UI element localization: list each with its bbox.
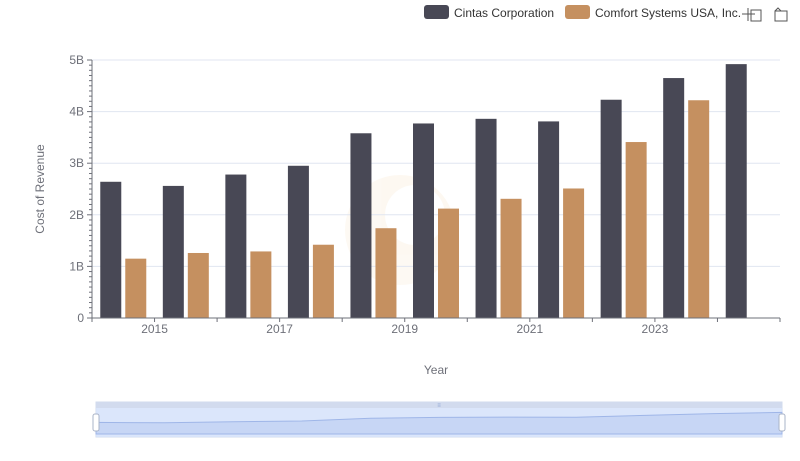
data-zoom-grip: ≡ [437, 403, 441, 409]
bar-comfort-2015[interactable] [187, 252, 209, 318]
x-tick-label: 2021 [516, 322, 543, 336]
legend: Cintas Corporation Comfort Systems USA, … [424, 5, 741, 20]
legend-item-cintas[interactable]: Cintas Corporation [424, 5, 554, 20]
data-zoom-top-bar [96, 402, 782, 408]
y-axis-title: Cost of Revenue [33, 144, 47, 234]
x-axis-title: Year [424, 363, 448, 377]
legend-swatch [565, 5, 590, 19]
y-tick-label: 2B [69, 208, 84, 222]
x-tick-label: 2015 [141, 322, 168, 336]
bar-cintas-2022[interactable] [600, 99, 622, 319]
bar-comfort-2022[interactable] [625, 142, 647, 318]
legend-label: Comfort Systems USA, Inc. [595, 6, 741, 20]
data-zoom-slider[interactable]: ≡ [92, 401, 786, 438]
bar-cintas-2018[interactable] [350, 133, 372, 318]
bar-cintas-2014[interactable] [100, 181, 122, 318]
x-tick-label: 2017 [266, 322, 293, 336]
y-tick-label: 1B [69, 259, 84, 273]
bar-cintas-2021[interactable] [538, 121, 560, 319]
restore-icon[interactable] [774, 7, 788, 22]
bars [100, 64, 747, 319]
y-tick-label: 0 [77, 311, 84, 325]
bar-cintas-2023[interactable] [663, 78, 685, 318]
zoom-icon[interactable] [742, 8, 762, 22]
bar-cintas-2020[interactable] [475, 118, 497, 318]
bar-comfort-2016[interactable] [250, 251, 272, 318]
bar-comfort-2014[interactable] [125, 258, 147, 318]
y-tick-labels: 0 1B 2B 3B 4B 5B [69, 53, 92, 325]
x-tick-label: 2023 [642, 322, 669, 336]
bar-cintas-2019[interactable] [413, 123, 434, 318]
x-tick-label: 2019 [391, 322, 418, 336]
bar-comfort-2019[interactable] [438, 208, 459, 318]
y-tick-label: 4B [69, 105, 84, 119]
bar-cintas-2017[interactable] [287, 165, 309, 318]
x-tick-labels: 2015 2017 2019 2021 2023 [91, 318, 781, 336]
bar-cintas-2015[interactable] [162, 185, 184, 318]
bar-comfort-2023[interactable] [688, 100, 710, 318]
bar-comfort-2018[interactable] [375, 228, 397, 318]
legend-swatch [424, 5, 449, 19]
y-tick-label: 5B [69, 53, 84, 67]
data-zoom-handle-right[interactable] [778, 413, 786, 432]
bar-cintas-2024[interactable] [725, 64, 747, 319]
y-tick-label: 3B [69, 156, 84, 170]
legend-label: Cintas Corporation [454, 6, 554, 20]
bar-comfort-2021[interactable] [563, 188, 585, 318]
legend-item-comfort[interactable]: Comfort Systems USA, Inc. [565, 5, 741, 20]
data-zoom-handle-left[interactable] [92, 413, 100, 432]
bar-cintas-2016[interactable] [225, 174, 247, 318]
bar-comfort-2020[interactable] [500, 198, 522, 318]
bar-comfort-2017[interactable] [312, 244, 334, 318]
data-zoom-preview [95, 411, 783, 435]
